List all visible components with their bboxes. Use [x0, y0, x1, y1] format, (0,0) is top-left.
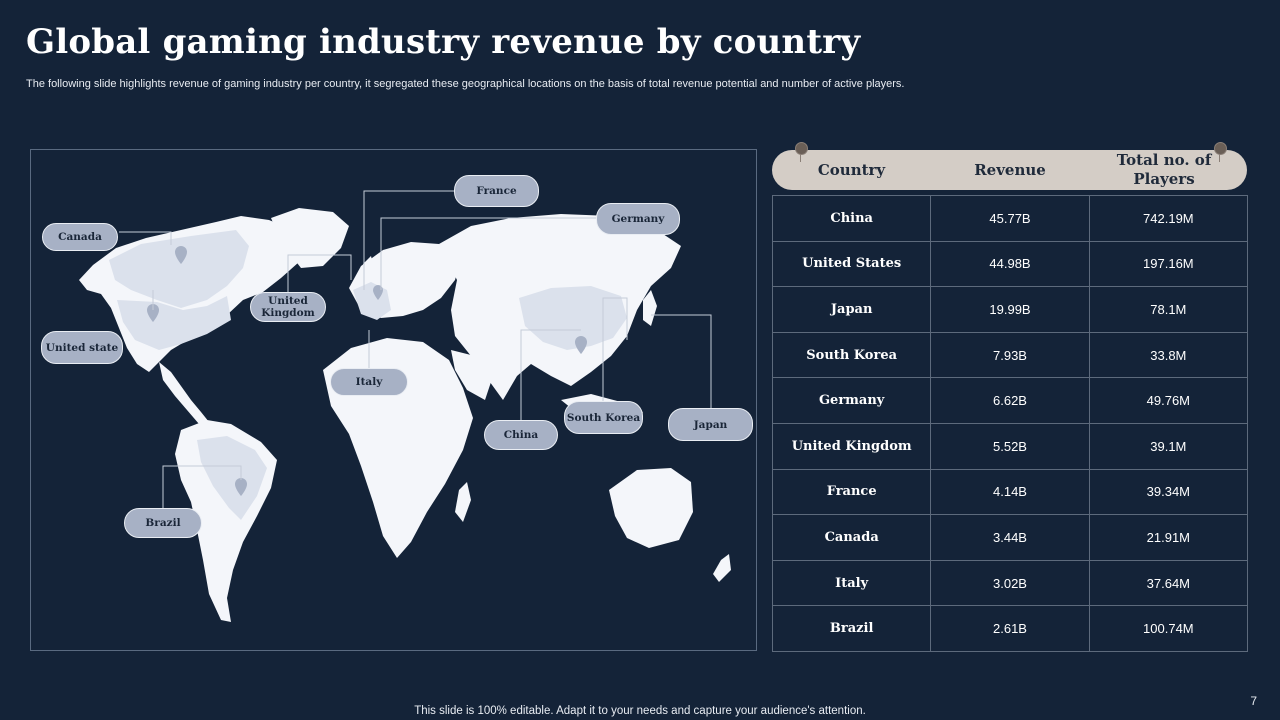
- table-row: China 45.77B 742.19M: [771, 195, 1249, 242]
- map-label-france: France: [454, 175, 539, 207]
- cell-players: 37.64M: [1088, 559, 1249, 607]
- table-body: China 45.77B 742.19M United States 44.98B 197…: [771, 195, 1249, 652]
- cell-country: China: [771, 195, 932, 242]
- map-label-canada: Canada: [42, 223, 118, 251]
- pin-china-icon: [575, 336, 587, 354]
- pin-brazil-icon: [235, 478, 247, 496]
- connector-uk: [287, 254, 352, 295]
- cell-country: Japan: [771, 286, 932, 333]
- australia: [609, 468, 693, 548]
- madagascar: [455, 482, 471, 522]
- connector-lines: [119, 190, 712, 509]
- table-row: France 4.14B 39.34M: [771, 468, 1249, 516]
- header-players: Total no. of Players: [1116, 151, 1212, 188]
- map-label-china: China: [484, 420, 558, 450]
- table-row: United States 44.98B 197.16M: [771, 240, 1249, 288]
- japan-land: [643, 290, 657, 326]
- map-label-japan: Japan: [668, 408, 753, 441]
- arabia: [451, 350, 493, 400]
- uk-land: [363, 256, 375, 280]
- map-label-south-korea: South Korea: [564, 401, 643, 434]
- table-row: Japan 19.99B 78.1M: [771, 286, 1249, 333]
- cell-revenue: 45.77B: [930, 195, 1090, 242]
- header-country: Country: [817, 160, 886, 179]
- cell-players: 742.19M: [1088, 195, 1249, 242]
- connector-france: [363, 190, 456, 290]
- table-row: Brazil 2.61B 100.74M: [771, 605, 1249, 652]
- map-label-germany: Germany: [596, 203, 680, 235]
- connector-china: [520, 329, 581, 420]
- new-zealand: [713, 554, 731, 582]
- connector-canada: [119, 231, 172, 245]
- cell-country: South Korea: [771, 331, 932, 379]
- cell-country: United States: [771, 240, 932, 288]
- page-number: 7: [1250, 694, 1257, 708]
- map-label-united-state: United state: [41, 331, 123, 364]
- cell-players: 197.16M: [1088, 240, 1249, 288]
- cell-players: 39.34M: [1088, 468, 1249, 516]
- cell-revenue: 3.02B: [930, 559, 1090, 607]
- cell-players: 49.76M: [1088, 377, 1249, 424]
- cell-revenue: 19.99B: [930, 286, 1090, 333]
- cell-country: United Kingdom: [771, 422, 932, 470]
- map-label-brazil: Brazil: [124, 508, 202, 538]
- location-pins: [147, 246, 587, 496]
- canada-highlight: [109, 230, 249, 308]
- table-row: Germany 6.62B 49.76M: [771, 377, 1249, 424]
- pin-canada-icon: [175, 246, 187, 264]
- cell-country: Italy: [771, 559, 932, 607]
- brazil-highlight: [197, 436, 267, 520]
- cell-players: 100.74M: [1088, 605, 1249, 652]
- pin-usa-icon: [147, 304, 159, 322]
- header-revenue: Revenue: [974, 160, 1046, 179]
- cell-country: Canada: [771, 514, 932, 561]
- central-america: [159, 362, 209, 424]
- table-header-bar: [772, 150, 1247, 190]
- cell-revenue: 7.93B: [930, 331, 1090, 379]
- cell-revenue: 4.14B: [930, 468, 1090, 516]
- map-label-italy: Italy: [330, 368, 408, 396]
- cell-players: 21.91M: [1088, 514, 1249, 561]
- cell-players: 78.1M: [1088, 286, 1249, 333]
- connector-japan: [651, 314, 712, 412]
- cell-country: France: [771, 468, 932, 516]
- cell-revenue: 5.52B: [930, 422, 1090, 470]
- cell-revenue: 3.44B: [930, 514, 1090, 561]
- connector-south-korea: [602, 297, 628, 402]
- china-highlight: [519, 286, 627, 350]
- connector-germany: [380, 217, 597, 290]
- cell-country: Germany: [771, 377, 932, 424]
- revenue-table: China 45.77B 742.19M United States 44.98B 197…: [771, 195, 1249, 652]
- cell-players: 33.8M: [1088, 331, 1249, 379]
- header-pin-right-icon: [1214, 142, 1227, 155]
- map-label-united-kingdom: United Kingdom: [250, 292, 326, 322]
- cell-players: 39.1M: [1088, 422, 1249, 470]
- table-row: Italy 3.02B 37.64M: [771, 559, 1249, 607]
- header-pin-left-icon: [795, 142, 808, 155]
- connector-brazil: [162, 465, 242, 509]
- table-row: South Korea 7.93B 33.8M: [771, 331, 1249, 379]
- slide-subtitle: The following slide highlights revenue o…: [26, 78, 905, 90]
- usa-highlight: [117, 296, 231, 350]
- slide-footer: This slide is 100% editable. Adapt it to…: [414, 705, 866, 717]
- slide-title: Global gaming industry revenue by countr…: [26, 22, 861, 62]
- cell-revenue: 2.61B: [930, 605, 1090, 652]
- cell-country: Brazil: [771, 605, 932, 652]
- table-row: United Kingdom 5.52B 39.1M: [771, 422, 1249, 470]
- world-map: Canada United state United Kingdom Franc…: [30, 149, 757, 651]
- highlighted-countries: [109, 230, 627, 520]
- table-row: Canada 3.44B 21.91M: [771, 514, 1249, 561]
- cell-revenue: 6.62B: [930, 377, 1090, 424]
- cell-revenue: 44.98B: [930, 240, 1090, 288]
- greenland: [271, 208, 349, 268]
